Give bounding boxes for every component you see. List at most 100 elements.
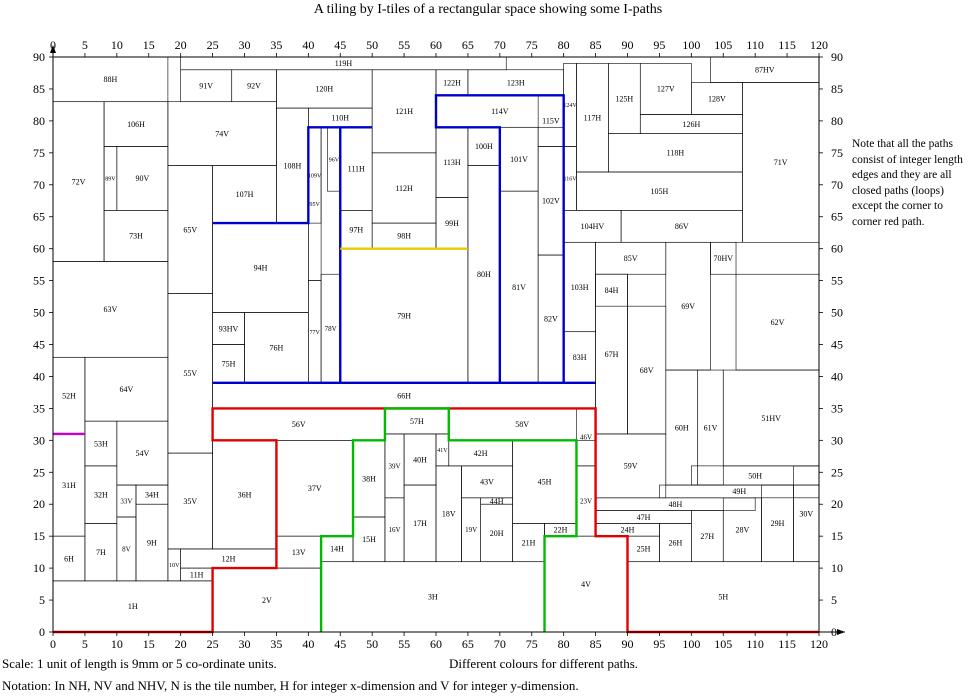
- y-tick-label-right: 55: [831, 274, 843, 288]
- tile-label-94H: 94H: [254, 264, 268, 273]
- tile-label-73H: 73H: [129, 232, 143, 241]
- x-tick-label-bottom: 15: [143, 637, 155, 651]
- tile-64V: [84, 356, 169, 422]
- paths-layer: [53, 94, 819, 634]
- tile-label-37V: 37V: [308, 484, 322, 493]
- tile-label-78V: 78V: [325, 325, 337, 333]
- y-tick-label-left: 0: [39, 625, 45, 639]
- tile-label-1H: 1H: [128, 602, 138, 611]
- tile-label-40H: 40H: [413, 455, 427, 464]
- x-tick-label-bottom: 90: [622, 637, 634, 651]
- y-tick-label-left: 25: [33, 465, 45, 479]
- tile-label-64V: 64V: [120, 385, 134, 394]
- x-tick-label-top: 90: [622, 38, 634, 52]
- y-tick-label-left: 5: [39, 593, 45, 607]
- tile-label-116V: 116V: [563, 176, 577, 182]
- x-tick-label-top: 55: [398, 38, 410, 52]
- tile-label-98H: 98H: [397, 232, 411, 241]
- x-tick-label-top: 45: [334, 38, 346, 52]
- tile-label-102V: 102V: [542, 197, 560, 206]
- x-tick-label-top: 40: [302, 38, 314, 52]
- x-tick-label-bottom: 95: [653, 637, 665, 651]
- paths-note: Note that all the paths consist of integ…: [852, 138, 963, 228]
- tile-label-90V: 90V: [135, 174, 149, 183]
- tile-label-3H: 3H: [428, 593, 438, 602]
- tile-label-69V: 69V: [681, 302, 695, 311]
- x-tick-label-bottom: 25: [207, 637, 219, 651]
- tile-label-96V: 96V: [329, 157, 340, 163]
- tile-label-82V: 82V: [544, 315, 558, 324]
- tile-label-108H: 108H: [283, 161, 301, 170]
- tile-label-47H: 47H: [637, 513, 651, 522]
- tile-label-23V: 23V: [580, 497, 592, 505]
- tile-label-99H: 99H: [445, 219, 459, 228]
- axes-layer: 0055101015152020252530303535404045455050…: [33, 38, 845, 651]
- x-tick-label-top: 10: [111, 38, 123, 52]
- tile-label-79H: 79H: [397, 312, 411, 321]
- y-tick-label-left: 70: [33, 178, 45, 192]
- tile-label-17H: 17H: [413, 519, 427, 528]
- x-tick-label-bottom: 65: [462, 637, 474, 651]
- tile-label-83H: 83H: [573, 353, 587, 362]
- x-tick-label-bottom: 20: [175, 637, 187, 651]
- tile-label-30V: 30V: [799, 510, 813, 519]
- tile-label-80H: 80H: [477, 270, 491, 279]
- x-tick-label-top: 75: [526, 38, 538, 52]
- tile-label-7H: 7H: [96, 548, 106, 557]
- tile-label-106H: 106H: [127, 120, 145, 129]
- tile-label-46V: 46V: [580, 434, 592, 442]
- y-tick-label-left: 60: [33, 242, 45, 256]
- tile-label-18V: 18V: [442, 510, 456, 519]
- y-tick-label-left: 35: [33, 401, 45, 415]
- tile-label-123H: 123H: [507, 78, 525, 87]
- tile-label-68V: 68V: [640, 366, 654, 375]
- tile-label-62V: 62V: [771, 318, 785, 327]
- y-tick-label-right: 40: [831, 369, 843, 383]
- y-tick-label-left: 20: [33, 497, 45, 511]
- x-tick-label-top: 105: [714, 38, 732, 52]
- y-tick-label-right: 20: [831, 497, 843, 511]
- x-tick-label-bottom: 50: [366, 637, 378, 651]
- tile-label-110H: 110H: [332, 113, 350, 122]
- tile-label-13V: 13V: [292, 548, 306, 557]
- tile-label-32H: 32H: [94, 490, 108, 499]
- x-tick-label-bottom: 85: [590, 637, 602, 651]
- y-tick-label-right: 70: [831, 178, 843, 192]
- y-tick-label-right: 45: [831, 338, 843, 352]
- tile-label-95V: 95V: [310, 202, 321, 208]
- x-tick-label-bottom: 115: [778, 637, 796, 651]
- tile-label-43V: 43V: [480, 478, 494, 487]
- y-tick-label-left: 30: [33, 433, 45, 447]
- y-tick-label-right: 0: [831, 625, 837, 639]
- tile-label-100H: 100H: [475, 142, 493, 151]
- tile-label-42H: 42H: [474, 449, 488, 458]
- tile-label-104HV: 104HV: [581, 222, 605, 231]
- tile-label-36H: 36H: [238, 490, 252, 499]
- tiles-layer: 1H 2V 3H 4V 5H 6H 7H 8V 9H 10V 11H 12H 13V 14H 15H 16V 1…: [52, 56, 820, 633]
- tile-label-124V: 124V: [563, 103, 577, 109]
- y-tick-label-right: 50: [831, 306, 843, 320]
- y-tick-label-left: 45: [33, 338, 45, 352]
- tile-label-22H: 22H: [554, 526, 568, 535]
- tile-label-53H: 53H: [94, 439, 108, 448]
- y-tick-label-right: 15: [831, 529, 843, 543]
- x-tick-label-bottom: 10: [111, 637, 123, 651]
- tile-label-5H: 5H: [718, 593, 728, 602]
- path-blue: [212, 94, 596, 385]
- tile-label-89V: 89V: [105, 176, 116, 182]
- y-tick-label-left: 40: [33, 369, 45, 383]
- tile-label-6H: 6H: [64, 554, 74, 563]
- tile-label-49H: 49H: [732, 487, 746, 496]
- y-tick-label-right: 75: [831, 146, 843, 160]
- tile-label-91V: 91V: [199, 82, 213, 91]
- x-tick-label-bottom: 5: [82, 637, 88, 651]
- y-tick-label-left: 85: [33, 82, 45, 96]
- x-tick-label-top: 15: [143, 38, 155, 52]
- tile-label-103H: 103H: [571, 283, 589, 292]
- tile-128V: [691, 82, 743, 115]
- tile-label-39V: 39V: [388, 462, 400, 470]
- tile-label-97H: 97H: [349, 225, 363, 234]
- tile-label-87HV: 87HV: [755, 66, 775, 75]
- tile-label-115V: 115V: [542, 117, 560, 126]
